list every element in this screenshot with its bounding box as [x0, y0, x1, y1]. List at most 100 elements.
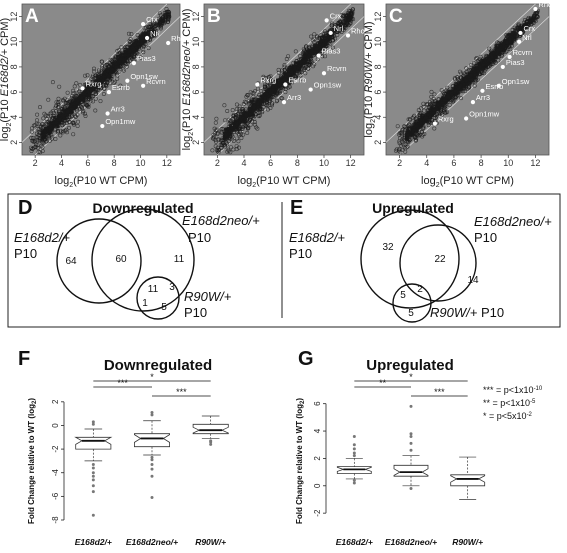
- gene-marker-arr3: [470, 100, 476, 105]
- data-point: [31, 139, 36, 144]
- set-label-r90w: R90W/+: [184, 289, 232, 304]
- y-axis-label-main: (P10: [181, 106, 193, 132]
- data-point: [134, 46, 138, 50]
- gene-label-rcvrn: Rcvrn: [146, 77, 166, 86]
- data-point: [488, 57, 492, 62]
- data-point: [513, 34, 517, 38]
- gene-label-pias3: Pias3: [322, 47, 341, 56]
- data-point: [446, 90, 450, 94]
- y-tick-label: 6: [9, 90, 19, 95]
- data-point: [286, 54, 291, 59]
- data-point: [419, 124, 423, 128]
- gene-label-nrl: Nrl: [334, 24, 344, 33]
- data-point: [66, 110, 70, 114]
- data-point: [496, 48, 500, 53]
- x-tick-label: 4: [59, 158, 64, 168]
- data-point: [310, 48, 314, 53]
- gene-marker-nrl: [517, 39, 522, 44]
- data-point: [432, 108, 436, 112]
- data-point: [43, 129, 47, 133]
- data-point: [61, 113, 65, 118]
- y-axis-label-genotype: R90W/+: [363, 52, 375, 93]
- data-point: [115, 48, 120, 53]
- x-tick-label: 4: [424, 158, 429, 168]
- data-point: [405, 135, 409, 140]
- count-only-e168d2: 64: [65, 256, 77, 267]
- data-point: [259, 89, 264, 94]
- data-point: [74, 81, 79, 86]
- data-point: [293, 49, 298, 54]
- x-axis-label-log: log: [238, 175, 253, 187]
- data-point: [426, 113, 430, 117]
- x-tick-label: 10: [135, 158, 145, 168]
- data-point: [428, 108, 432, 112]
- data-point: [478, 65, 482, 69]
- x-axis-label-log: log: [421, 175, 436, 187]
- x-axis-label: log2(P10 WT CPM): [421, 175, 514, 189]
- data-point: [226, 127, 230, 131]
- data-point: [76, 96, 80, 100]
- y-axis-label-unit: CPM): [0, 18, 11, 49]
- data-point: [453, 89, 457, 93]
- data-point: [503, 38, 507, 43]
- count-only-r90w: 5: [408, 308, 414, 319]
- data-point: [431, 111, 435, 115]
- gene-marker-arr3: [281, 100, 287, 105]
- data-point: [293, 61, 297, 65]
- data-point: [268, 91, 273, 95]
- data-point: [459, 83, 463, 87]
- panel-letter-e: E: [290, 197, 303, 219]
- data-point: [67, 125, 72, 130]
- data-point: [155, 22, 160, 27]
- data-point: [65, 90, 70, 95]
- data-point: [245, 130, 250, 135]
- data-point: [249, 99, 253, 103]
- data-point: [307, 53, 311, 58]
- data-point: [49, 123, 53, 128]
- gene-marker-pias3: [131, 61, 137, 66]
- data-point: [99, 76, 103, 80]
- data-point: [114, 65, 118, 69]
- data-point: [45, 126, 49, 130]
- gene-label-opn1mw: Opn1mw: [105, 117, 136, 126]
- data-point: [91, 99, 96, 104]
- gene-label-esrrb: Esrrb: [112, 83, 130, 92]
- set-label-e168d2: E168d2/+: [289, 230, 345, 245]
- count-all-three: 2: [417, 284, 423, 295]
- data-point: [166, 19, 171, 24]
- data-point: [465, 82, 469, 86]
- data-point: [501, 42, 505, 46]
- count-e168d2neo-r90w: 3: [169, 282, 175, 293]
- data-point: [222, 103, 227, 108]
- data-point: [492, 59, 496, 63]
- data-point: [36, 122, 41, 127]
- data-point: [76, 119, 81, 124]
- data-point: [450, 93, 454, 97]
- data-point: [259, 101, 263, 106]
- data-point: [271, 84, 275, 89]
- x-tick-label: 8: [295, 158, 300, 168]
- data-point: [56, 103, 61, 108]
- data-point: [460, 79, 465, 83]
- data-point: [85, 73, 90, 78]
- data-point: [504, 44, 508, 48]
- gene-marker-rxrg: [80, 86, 85, 91]
- data-point: [235, 122, 239, 126]
- data-point: [477, 61, 481, 65]
- data-point: [82, 98, 86, 102]
- count-only-e168d2neo: 14: [467, 275, 479, 286]
- data-point: [101, 92, 106, 97]
- data-point: [78, 82, 83, 87]
- set-label-e168d2neo-age: P10: [474, 230, 497, 245]
- y-tick-label: 12: [373, 12, 383, 22]
- gene-marker-rxrg: [255, 82, 260, 87]
- data-point: [132, 47, 136, 51]
- data-point: [92, 69, 97, 74]
- data-point: [502, 49, 506, 53]
- data-point: [271, 88, 275, 92]
- data-point: [324, 39, 328, 44]
- data-point: [322, 29, 327, 34]
- data-point: [142, 25, 147, 30]
